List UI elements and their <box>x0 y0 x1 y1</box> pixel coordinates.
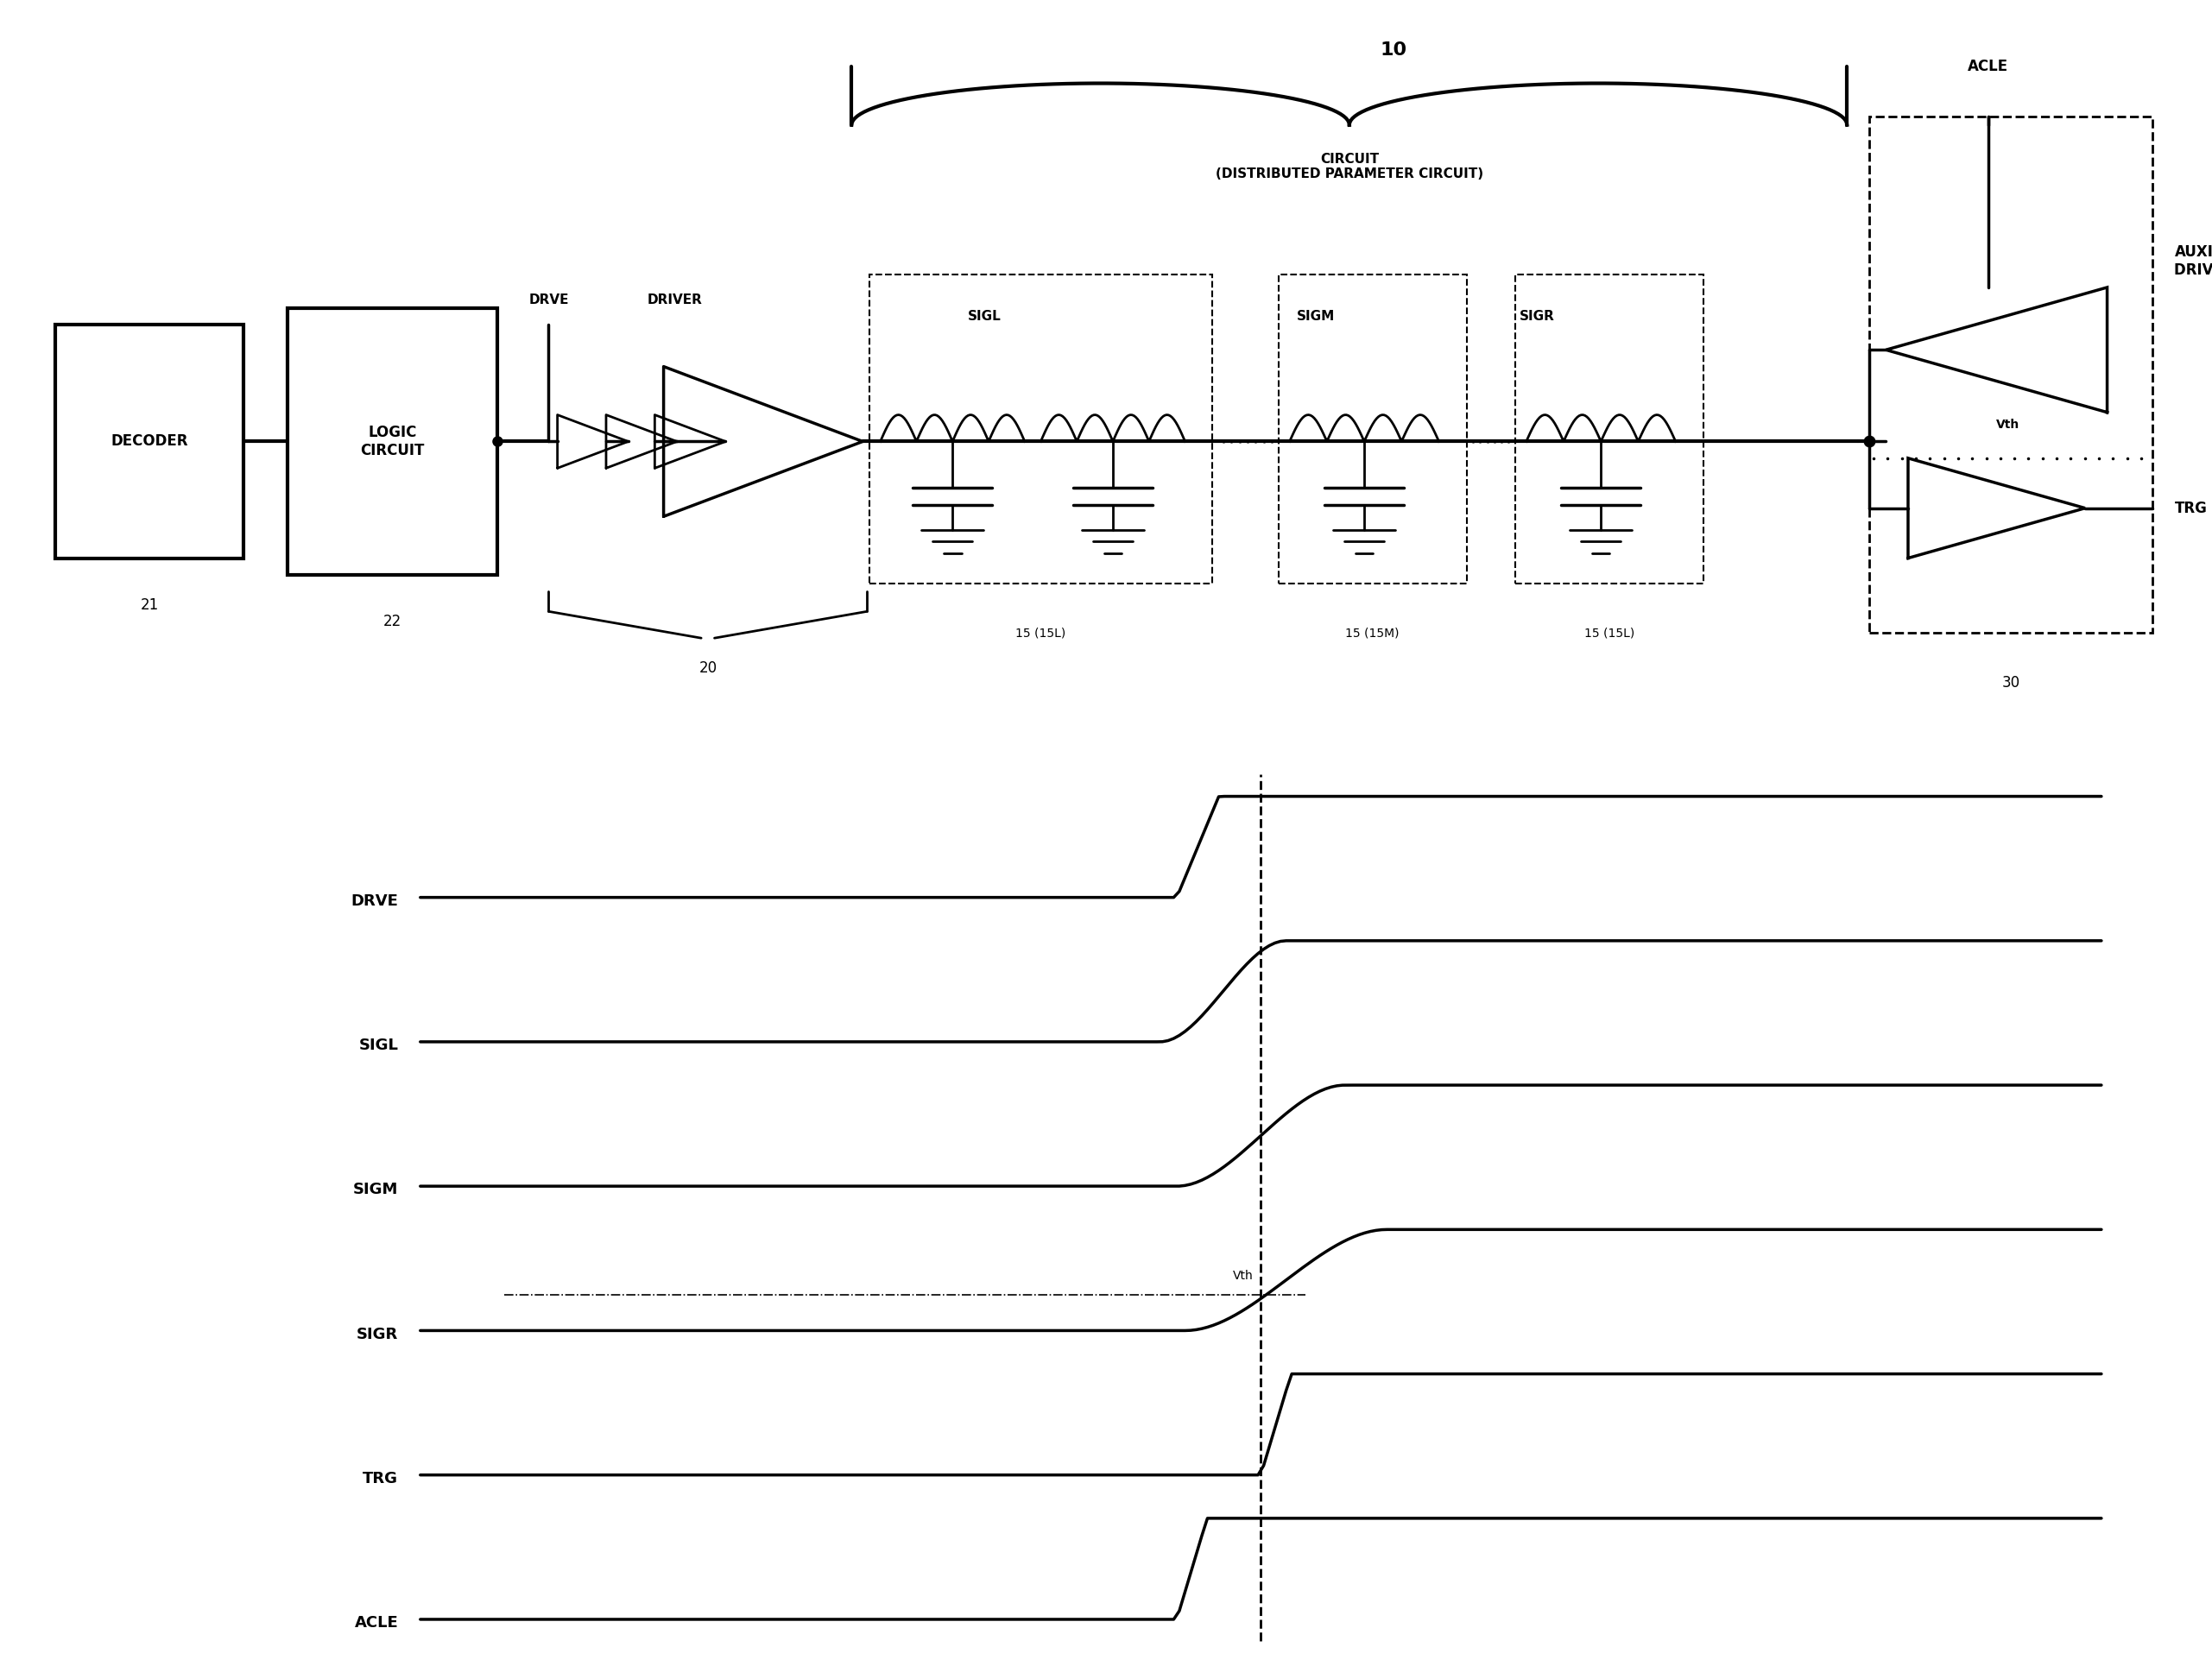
Text: SIGL: SIGL <box>967 310 1002 323</box>
Text: 10: 10 <box>1380 42 1407 58</box>
Bar <box>288 308 498 575</box>
Text: 15 (15L): 15 (15L) <box>1584 626 1635 640</box>
Text: 22: 22 <box>383 613 403 630</box>
Text: Vth: Vth <box>1995 418 2020 431</box>
Text: LOGIC
CIRCUIT: LOGIC CIRCUIT <box>361 425 425 458</box>
Text: SIGM: SIGM <box>354 1183 398 1198</box>
Text: TRG: TRG <box>2174 500 2208 516</box>
Text: ACLE: ACLE <box>1969 58 2008 75</box>
Text: 15 (15M): 15 (15M) <box>1345 626 1400 640</box>
Bar <box>1279 275 1467 583</box>
Text: 30: 30 <box>2002 675 2020 691</box>
Text: AUXILIARY
DRIVING CIRCUIT: AUXILIARY DRIVING CIRCUIT <box>2174 245 2212 278</box>
Text: DRIVER: DRIVER <box>648 293 701 307</box>
Text: SIGL: SIGL <box>358 1038 398 1053</box>
Text: DRVE: DRVE <box>529 293 568 307</box>
Text: DECODER: DECODER <box>111 433 188 450</box>
Text: Vth: Vth <box>1232 1269 1254 1281</box>
Text: TRG: TRG <box>363 1471 398 1486</box>
Text: CIRCUIT
(DISTRIBUTED PARAMETER CIRCUIT): CIRCUIT (DISTRIBUTED PARAMETER CIRCUIT) <box>1214 153 1484 180</box>
Bar <box>1515 275 1703 583</box>
Text: SIGR: SIGR <box>1520 310 1555 323</box>
Bar <box>869 275 1212 583</box>
Text: DRVE: DRVE <box>352 893 398 908</box>
Bar <box>1869 117 2152 633</box>
Text: 21: 21 <box>139 596 159 613</box>
Text: SIGM: SIGM <box>1296 310 1336 323</box>
Text: ACLE: ACLE <box>354 1616 398 1631</box>
Text: 20: 20 <box>699 660 717 676</box>
Text: SIGR: SIGR <box>356 1326 398 1341</box>
Bar <box>55 325 243 558</box>
Text: 15 (15L): 15 (15L) <box>1015 626 1066 640</box>
